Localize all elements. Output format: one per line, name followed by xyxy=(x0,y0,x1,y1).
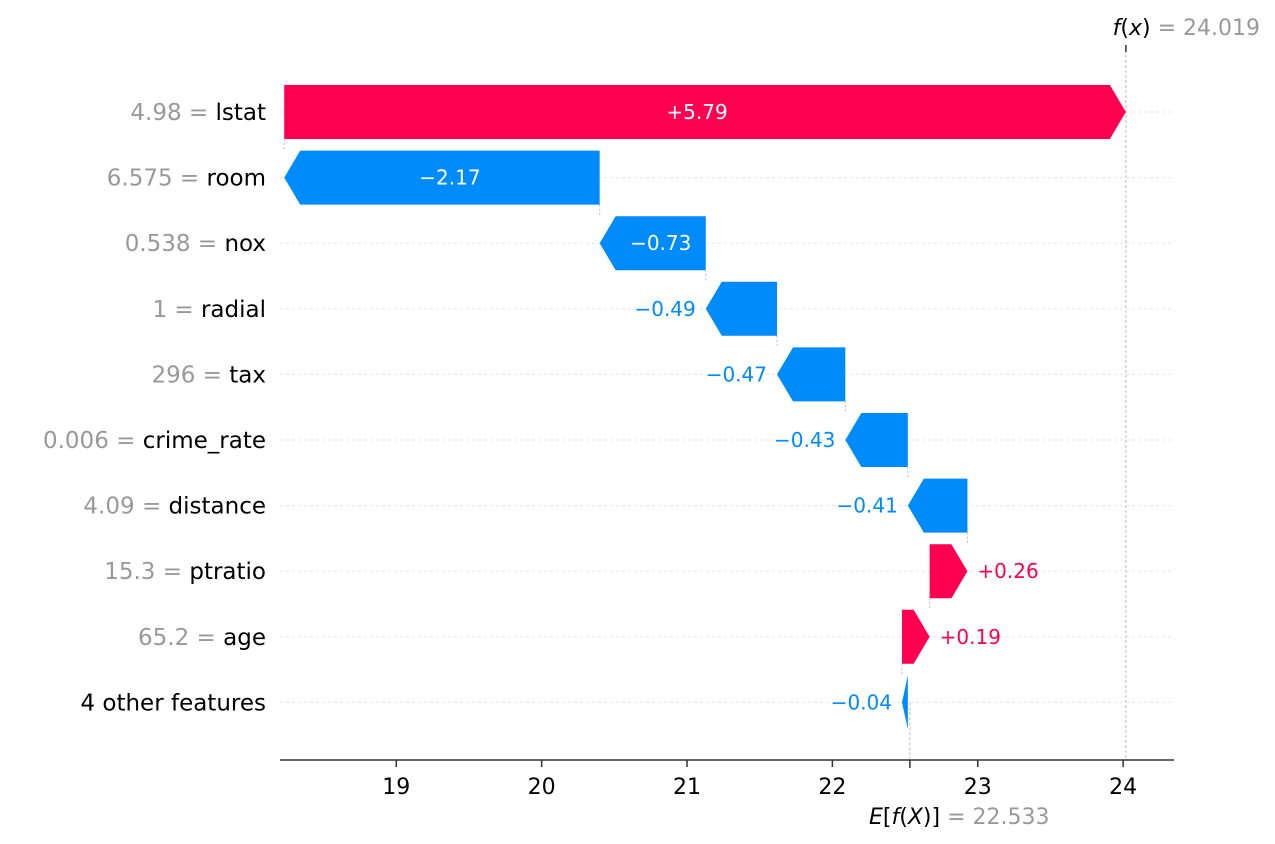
feature-value: 6.575 = xyxy=(107,166,207,192)
x-tick-label: 22 xyxy=(818,775,846,800)
efx-var: X xyxy=(907,805,924,830)
waterfall-bar xyxy=(902,609,930,664)
bar-value-label: −0.47 xyxy=(706,362,767,386)
feature-label: 1 = radial xyxy=(152,297,266,323)
feature-name: nox xyxy=(224,231,266,257)
waterfall-bar xyxy=(284,150,600,205)
bar-value-label: +5.79 xyxy=(666,100,727,124)
bar-value-label: −0.49 xyxy=(634,297,695,321)
x-tick-label: 23 xyxy=(964,775,992,800)
efx-equals: = xyxy=(940,805,972,830)
fx-paren-open: ( xyxy=(1120,16,1129,41)
feature-name: distance xyxy=(169,494,266,520)
feature-value: 1 = xyxy=(152,297,201,323)
feature-name: crime_rate xyxy=(143,428,266,454)
efx-annotation: E[f(X)] = 22.533 xyxy=(869,805,1050,830)
bar-value-label: −0.43 xyxy=(774,428,835,452)
feature-value: 0.538 = xyxy=(125,231,225,257)
waterfall-bar xyxy=(284,85,1126,139)
efx-close: ] xyxy=(932,805,941,830)
fx-var: x xyxy=(1128,16,1143,41)
fx-annotation: f(x) = 24.019 xyxy=(1113,16,1260,41)
feature-name: 4 other features xyxy=(80,690,266,716)
bar-value-label: +0.19 xyxy=(940,625,1001,649)
feature-name: tax xyxy=(229,362,266,388)
bar-value-label: −2.17 xyxy=(419,166,480,190)
waterfall-bar xyxy=(907,478,968,533)
waterfall-bar xyxy=(705,281,778,336)
waterfall-bar xyxy=(599,216,706,271)
waterfall-bar xyxy=(902,675,908,730)
efx-paren-close: ) xyxy=(923,805,932,830)
feature-label: 0.538 = nox xyxy=(125,231,266,257)
x-tick-label: 19 xyxy=(382,775,410,800)
feature-value: 4.98 = xyxy=(130,100,215,126)
bar-value-label: −0.73 xyxy=(630,231,691,255)
feature-name: age xyxy=(223,625,266,651)
feature-name: lstat xyxy=(215,100,266,126)
x-tick-label: 24 xyxy=(1109,775,1137,800)
efx-value: 22.533 xyxy=(973,805,1050,830)
waterfall-bar xyxy=(929,544,968,599)
efx-open: [ xyxy=(883,805,892,830)
efx-paren-open: ( xyxy=(899,805,908,830)
feature-label: 4.98 = lstat xyxy=(130,100,266,126)
feature-label: 0.006 = crime_rate xyxy=(43,428,266,454)
efx-f: f xyxy=(892,805,903,830)
fx-paren-close: ) xyxy=(1142,16,1151,41)
feature-value: 65.2 = xyxy=(138,625,223,651)
efx-prefix: E xyxy=(869,805,883,830)
feature-value: 296 = xyxy=(151,362,229,388)
feature-label: 296 = tax xyxy=(151,362,266,388)
feature-value: 4.09 = xyxy=(83,494,168,520)
feature-value: 0.006 = xyxy=(43,428,143,454)
feature-label: 65.2 = age xyxy=(138,625,266,651)
feature-label: 15.3 = ptratio xyxy=(104,559,266,585)
feature-label: 4 other features xyxy=(80,690,266,716)
feature-label: 6.575 = room xyxy=(107,166,266,192)
waterfall-bar xyxy=(845,413,908,467)
bar-value-label: −0.04 xyxy=(831,690,892,714)
x-tick-label: 21 xyxy=(673,775,701,800)
feature-label: 4.09 = distance xyxy=(83,494,266,520)
feature-value: 15.3 = xyxy=(104,559,189,585)
x-axis: 19 20 21 22 23 24 xyxy=(280,759,1174,800)
fx-prefix: f xyxy=(1113,16,1124,41)
x-tick-label: 20 xyxy=(528,775,556,800)
feature-labels: 4.98 = lstat 6.575 = room 0.538 = nox 1 = r… xyxy=(43,100,266,716)
feature-name: room xyxy=(207,166,267,192)
fx-value: 24.019 xyxy=(1183,16,1260,41)
bar-value-label: +0.26 xyxy=(977,559,1038,583)
waterfall-bar xyxy=(777,347,846,402)
bars: +5.79 −2.17 −0.73 −0.49 −0.47 −0.43 −0.41 +0.26… xyxy=(284,85,1126,730)
bar-value-label: −0.41 xyxy=(837,494,898,518)
fx-equals: = xyxy=(1151,16,1183,41)
feature-name: ptratio xyxy=(189,559,266,585)
feature-name: radial xyxy=(201,297,266,323)
